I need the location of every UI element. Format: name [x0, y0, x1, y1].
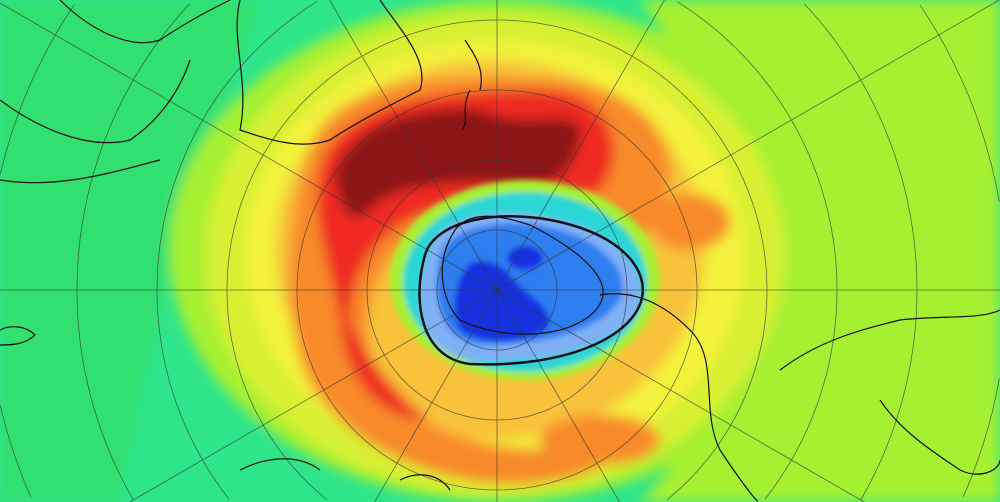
- latitude-circle: [803, 3, 918, 291]
- latitude-circle: [962, 378, 1000, 498]
- latitude-circle: [226, 19, 768, 501]
- meridian-line: [329, 0, 498, 291]
- meridian-line: [374, 289, 498, 502]
- latitude-circle: [666, 290, 768, 501]
- meridian-line: [129, 289, 498, 502]
- latitude-circle: [0, 4, 75, 176]
- meridian-line: [0, 2, 498, 291]
- latitude-circle: [764, 289, 838, 500]
- latitude-circle: [156, 1, 318, 500]
- latitude-circle: [676, 1, 838, 291]
- meridian-line: [496, 289, 620, 502]
- latitude-circle: [860, 289, 918, 501]
- meridian-line: [496, 289, 865, 502]
- ozone-hole: [390, 180, 660, 380]
- latitude-circle: [76, 3, 191, 501]
- meridian-line: [496, 0, 1000, 291]
- meridian-line: [496, 0, 665, 291]
- ozone-hole-contour: [418, 215, 645, 366]
- latitude-circle: [0, 404, 32, 498]
